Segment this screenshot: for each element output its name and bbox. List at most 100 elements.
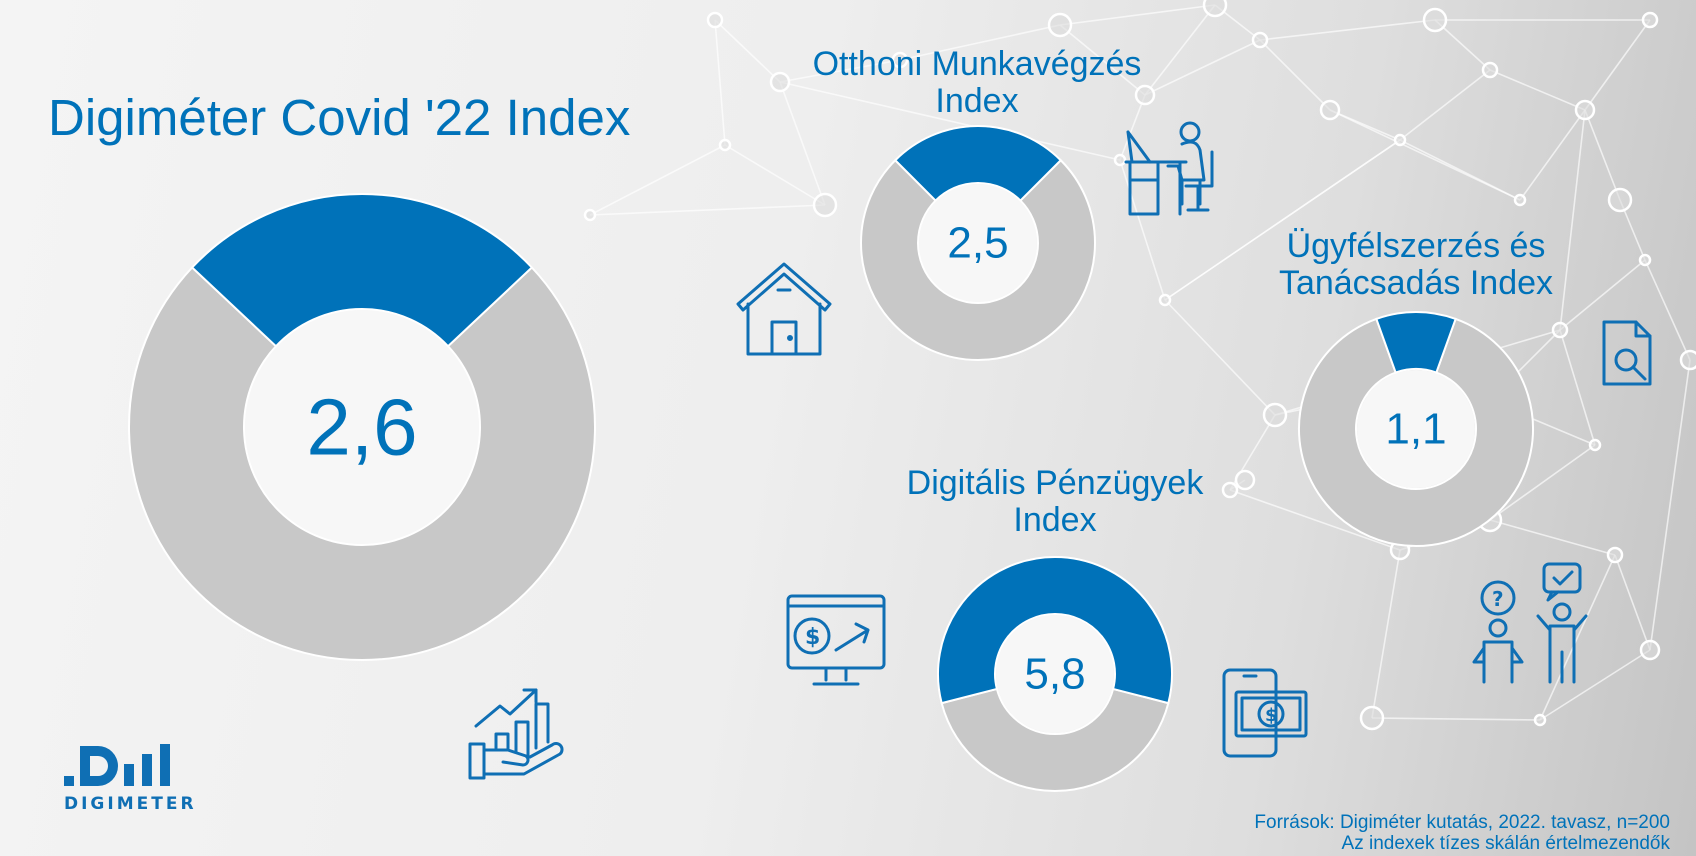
- donut-hole: [245, 310, 479, 544]
- network-node: [1679, 349, 1696, 371]
- network-node: [1134, 84, 1156, 106]
- network-node: [1262, 402, 1288, 428]
- network-line: [1434, 19, 1491, 71]
- network-node: [1588, 438, 1602, 452]
- network-line: [1164, 139, 1401, 301]
- network-line: [1489, 69, 1586, 111]
- network-line: [1119, 94, 1146, 161]
- network-line: [714, 19, 726, 146]
- network-line: [779, 81, 826, 206]
- network-line: [1259, 39, 1331, 111]
- network-node: [1251, 31, 1269, 49]
- client-acquisition-index-remaining-segment: [1298, 317, 1534, 547]
- digimeter-logo-text: DIGIMETER: [64, 794, 197, 814]
- svg-text:?: ?: [1492, 587, 1504, 611]
- network-line: [1059, 24, 1146, 96]
- network-node: [583, 208, 597, 222]
- network-line: [1371, 549, 1401, 719]
- growth-hand-icon: [468, 688, 564, 780]
- network-line: [1559, 259, 1646, 331]
- network-node: [1606, 546, 1624, 564]
- digital-finance-index-donut: 5,8: [937, 556, 1173, 792]
- network-line: [589, 144, 726, 216]
- network-line: [1164, 299, 1276, 416]
- network-node: [1551, 321, 1569, 339]
- network-node: [1639, 639, 1661, 661]
- network-node: [1319, 99, 1341, 121]
- digital-finance-index-remaining-segment: [940, 687, 1170, 792]
- document-search-icon: [1602, 320, 1652, 386]
- svg-text:$: $: [805, 625, 820, 650]
- network-line: [1539, 554, 1616, 721]
- network-node: [1359, 705, 1385, 731]
- network-line: [1144, 39, 1261, 96]
- home-office-index-value-segment: [893, 125, 1063, 202]
- network-node: [1202, 0, 1228, 18]
- network-line: [1559, 109, 1586, 331]
- network-line: [1229, 489, 1401, 551]
- donut-hole: [996, 615, 1114, 733]
- sources-line-1: Források: Digiméter kutatás, 2022. tavas…: [1254, 812, 1670, 833]
- network-node: [1113, 153, 1127, 167]
- digital-finance-index-label: Digitális Pénzügyek Index: [906, 464, 1204, 539]
- client-acquisition-index-label: Ügyfélszerzés és Tanácsadás Index: [1278, 227, 1554, 302]
- network-node: [1393, 133, 1407, 147]
- network-line: [899, 24, 1061, 61]
- house-icon: [736, 262, 832, 356]
- network-node: [891, 51, 909, 69]
- network-line: [1584, 19, 1651, 111]
- sources-note: Források: Digiméter kutatás, 2022. tavas…: [1254, 812, 1670, 854]
- network-node: [1641, 11, 1659, 29]
- network-line: [589, 204, 826, 216]
- digimeter-logo-mark: [64, 744, 170, 786]
- network-node: [706, 11, 724, 29]
- home-office-index-label: Otthoni Munkavégzés Index: [812, 45, 1142, 120]
- home-office-index-value-label: 2,5: [947, 219, 1008, 268]
- donut-hole: [1357, 370, 1475, 488]
- network-line: [1559, 329, 1596, 446]
- network-line: [714, 19, 781, 83]
- home-office-index-remaining-segment: [860, 158, 1096, 361]
- client-acquisition-index-donut: 1,1: [1298, 311, 1534, 547]
- network-line: [1649, 359, 1691, 651]
- network-line: [1519, 109, 1586, 201]
- network-line: [1489, 519, 1616, 556]
- network-node: [1047, 12, 1073, 38]
- network-line: [1119, 159, 1166, 301]
- network-line: [1399, 69, 1491, 141]
- home-office-index-donut: 2,5: [860, 125, 1096, 361]
- network-node: [1574, 99, 1596, 121]
- page-title: Digiméter Covid '22 Index: [48, 89, 631, 146]
- network-node: [1234, 469, 1256, 491]
- network-line: [724, 144, 826, 206]
- network-node: [1158, 293, 1172, 307]
- sources-line-2: Az indexek tízes skálán értelmezendők: [1341, 833, 1670, 854]
- network-line: [1371, 717, 1541, 721]
- network-node: [1533, 713, 1547, 727]
- client-acquisition-index-value-segment: [1375, 311, 1457, 374]
- network-line: [1144, 4, 1216, 96]
- digimeter-logo: DIGIMETER: [64, 742, 194, 814]
- network-node: [769, 71, 791, 93]
- desk-worker-icon: [1124, 121, 1214, 216]
- main-index-value-label: 2,6: [306, 383, 417, 472]
- main-index-donut: 2,6: [128, 193, 596, 661]
- network-line: [779, 59, 901, 83]
- main-index-remaining-segment: [128, 266, 596, 661]
- donut-hole: [919, 184, 1037, 302]
- main-index-value-segment: [190, 193, 534, 348]
- client-acquisition-index-value-label: 1,1: [1385, 405, 1446, 454]
- network-line: [1489, 444, 1596, 521]
- network-node: [812, 192, 838, 218]
- network-node: [1607, 187, 1633, 213]
- monitor-dollar-icon: $: [786, 594, 886, 686]
- network-node: [718, 138, 732, 152]
- network-node: [1638, 253, 1652, 267]
- consultation-people-icon: ?: [1472, 562, 1588, 684]
- network-line: [1584, 109, 1621, 201]
- network-line: [1644, 259, 1691, 361]
- network-line: [1059, 4, 1216, 26]
- network-node: [1221, 481, 1239, 499]
- network-line: [1259, 19, 1436, 41]
- svg-text:$: $: [1265, 705, 1278, 726]
